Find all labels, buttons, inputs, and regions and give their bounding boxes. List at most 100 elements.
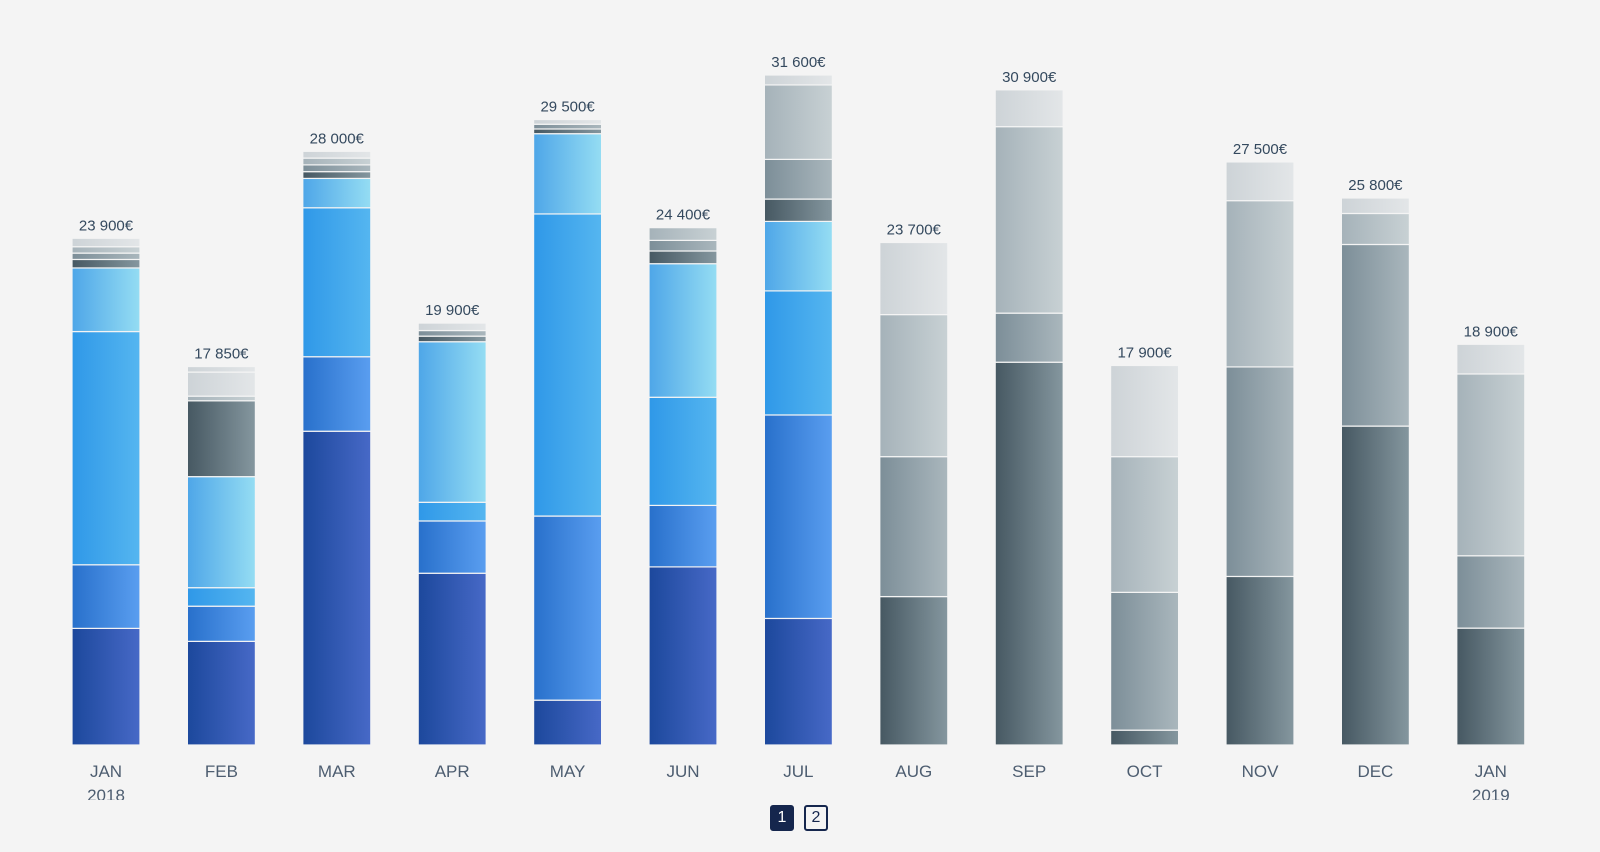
bar-segment[interactable]	[534, 120, 602, 125]
bar-segment[interactable]	[649, 505, 717, 566]
bar-segment[interactable]	[880, 597, 948, 745]
bar-5[interactable]	[534, 120, 602, 745]
bar-segment[interactable]	[534, 214, 602, 516]
x-tick-label: JAN	[1475, 762, 1507, 781]
bar-segment[interactable]	[187, 396, 255, 401]
bar-segment[interactable]	[72, 628, 140, 745]
bar-segment[interactable]	[649, 251, 717, 264]
bar-4[interactable]	[418, 323, 486, 745]
bar-segment[interactable]	[303, 165, 371, 172]
bar-segment[interactable]	[1341, 198, 1409, 214]
bar-segment[interactable]	[1341, 244, 1409, 426]
bar-segment[interactable]	[1341, 426, 1409, 745]
x-tick-year-label: 2018	[87, 786, 125, 800]
bar-segment[interactable]	[1111, 457, 1179, 593]
bar-segment[interactable]	[764, 85, 832, 159]
bar-segment[interactable]	[418, 502, 486, 521]
bar-segment[interactable]	[764, 291, 832, 415]
bar-segment[interactable]	[534, 516, 602, 700]
bar-segment[interactable]	[880, 457, 948, 597]
bar-segment[interactable]	[534, 124, 602, 129]
bar-segment[interactable]	[187, 606, 255, 641]
bar-segment[interactable]	[187, 641, 255, 745]
bar-segment[interactable]	[764, 221, 832, 290]
bar-total-label: 30 900€	[1002, 69, 1057, 86]
x-tick-label: OCT	[1127, 762, 1163, 781]
bar-segment[interactable]	[649, 567, 717, 745]
bar-segment[interactable]	[1111, 365, 1179, 456]
bar-segment[interactable]	[880, 243, 948, 315]
bar-9[interactable]	[995, 90, 1063, 745]
bar-segment[interactable]	[303, 431, 371, 745]
bar-segment[interactable]	[72, 253, 140, 259]
bar-segment[interactable]	[995, 313, 1063, 362]
bar-segment[interactable]	[1226, 576, 1294, 745]
bar-segment[interactable]	[303, 208, 371, 357]
bar-segment[interactable]	[418, 521, 486, 573]
bar-segment[interactable]	[72, 247, 140, 253]
bar-segment[interactable]	[72, 268, 140, 332]
bar-segment[interactable]	[764, 199, 832, 221]
bar-segment[interactable]	[649, 240, 717, 251]
bar-segment[interactable]	[303, 178, 371, 207]
bar-segment[interactable]	[995, 362, 1063, 745]
bar-segment[interactable]	[1111, 592, 1179, 730]
bar-segment[interactable]	[1457, 374, 1525, 556]
bar-segment[interactable]	[764, 159, 832, 199]
bar-segment[interactable]	[764, 415, 832, 618]
bar-segment[interactable]	[1111, 730, 1179, 745]
bar-segment[interactable]	[303, 172, 371, 179]
bar-segment[interactable]	[534, 134, 602, 214]
bar-segment[interactable]	[303, 151, 371, 158]
bar-segment[interactable]	[418, 336, 486, 342]
bar-segment[interactable]	[649, 397, 717, 505]
bar-3[interactable]	[303, 151, 371, 745]
bar-segment[interactable]	[72, 259, 140, 267]
bar-6[interactable]	[649, 228, 717, 745]
bar-segment[interactable]	[187, 477, 255, 588]
bar-segment[interactable]	[764, 75, 832, 85]
bar-segment[interactable]	[418, 573, 486, 745]
bar-13[interactable]	[1457, 344, 1525, 745]
bar-segment[interactable]	[995, 90, 1063, 127]
bar-segment[interactable]	[1341, 213, 1409, 244]
bar-12[interactable]	[1341, 198, 1409, 745]
bar-segment[interactable]	[534, 700, 602, 745]
x-tick-label: JUN	[666, 762, 699, 781]
bar-segment[interactable]	[649, 228, 717, 241]
bar-segment[interactable]	[303, 357, 371, 431]
page-1-button[interactable]: 1	[770, 805, 794, 831]
bar-segment[interactable]	[1457, 556, 1525, 628]
bar-segment[interactable]	[1226, 162, 1294, 201]
bar-segment[interactable]	[1457, 628, 1525, 745]
bar-segment[interactable]	[995, 127, 1063, 313]
bar-segment[interactable]	[187, 372, 255, 396]
bar-10[interactable]	[1111, 365, 1179, 745]
bar-segment[interactable]	[303, 158, 371, 165]
bar-total-label: 23 900€	[79, 217, 134, 234]
bar-segment[interactable]	[1457, 344, 1525, 374]
bar-segment[interactable]	[764, 618, 832, 745]
bar-segment[interactable]	[187, 401, 255, 477]
bar-segment[interactable]	[187, 367, 255, 373]
bar-segment[interactable]	[649, 264, 717, 398]
bar-segment[interactable]	[418, 331, 486, 337]
x-tick-label: MAR	[318, 762, 356, 781]
bar-segment[interactable]	[418, 323, 486, 330]
bar-7[interactable]	[764, 75, 832, 745]
page-2-button[interactable]: 2	[804, 805, 828, 831]
bar-segment[interactable]	[187, 588, 255, 607]
bar-segment[interactable]	[72, 238, 140, 246]
bar-segment[interactable]	[1226, 367, 1294, 577]
x-tick-label: JUL	[783, 762, 813, 781]
bar-11[interactable]	[1226, 162, 1294, 745]
bar-2[interactable]	[187, 367, 255, 745]
bar-segment[interactable]	[880, 315, 948, 457]
bar-segment[interactable]	[1226, 201, 1294, 367]
bar-segment[interactable]	[72, 332, 140, 565]
bar-8[interactable]	[880, 243, 948, 746]
bar-segment[interactable]	[418, 342, 486, 503]
bar-segment[interactable]	[72, 565, 140, 629]
bar-1[interactable]	[72, 238, 140, 745]
bar-segment[interactable]	[534, 129, 602, 134]
